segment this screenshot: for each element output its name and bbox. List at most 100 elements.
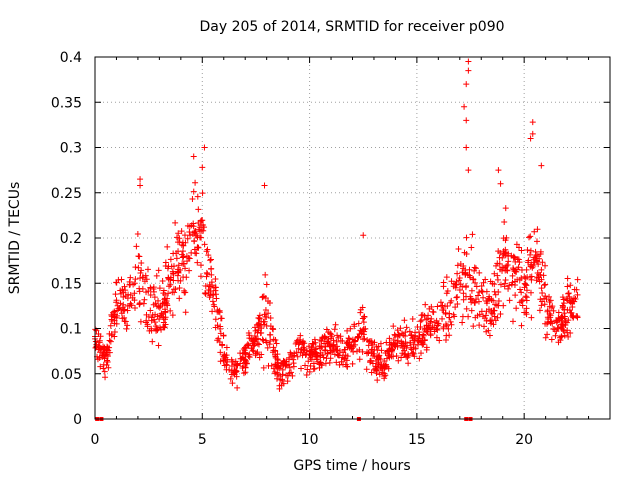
data-point xyxy=(442,321,449,328)
data-point xyxy=(511,282,518,289)
data-point xyxy=(217,349,224,356)
data-point xyxy=(518,289,525,296)
data-point xyxy=(266,331,273,338)
data-point xyxy=(169,312,176,319)
data-point xyxy=(131,305,138,312)
data-point xyxy=(188,249,195,256)
data-point xyxy=(327,330,334,337)
data-point xyxy=(290,360,297,367)
data-point xyxy=(558,333,565,340)
data-point xyxy=(97,346,104,353)
data-point xyxy=(167,274,174,281)
data-point xyxy=(356,346,363,353)
data-point xyxy=(180,260,187,267)
data-point xyxy=(523,282,530,289)
data-point xyxy=(191,238,198,245)
data-point xyxy=(460,262,467,269)
data-point xyxy=(367,338,374,345)
data-point xyxy=(510,265,517,272)
data-point xyxy=(308,344,315,351)
data-point xyxy=(208,271,215,278)
data-point xyxy=(483,298,490,305)
x-tick-label: 15 xyxy=(408,432,426,448)
data-point xyxy=(217,323,224,330)
data-point xyxy=(427,320,434,327)
data-point xyxy=(305,358,312,365)
data-point xyxy=(307,363,314,370)
data-point xyxy=(509,318,516,325)
x-tick-label: 10 xyxy=(301,432,319,448)
data-point xyxy=(162,309,169,316)
data-point xyxy=(368,348,375,355)
data-point xyxy=(176,295,183,302)
data-point xyxy=(281,358,288,365)
data-point xyxy=(548,336,555,343)
data-point xyxy=(267,315,274,322)
data-point xyxy=(357,309,364,316)
data-point xyxy=(348,345,355,352)
data-point xyxy=(335,352,342,359)
data-point xyxy=(150,301,157,308)
data-point xyxy=(277,372,284,379)
data-point xyxy=(474,312,481,319)
data-point xyxy=(190,188,197,195)
data-point xyxy=(207,257,214,264)
data-point xyxy=(94,356,101,363)
data-point xyxy=(492,301,499,308)
data-point xyxy=(492,291,499,298)
data-point xyxy=(476,269,483,276)
data-point xyxy=(234,384,241,391)
data-point xyxy=(265,310,272,317)
data-point xyxy=(416,329,423,336)
data-point xyxy=(293,349,300,356)
data-point xyxy=(344,340,351,347)
data-point xyxy=(468,244,475,251)
data-point xyxy=(201,241,208,248)
data-point xyxy=(117,290,124,297)
data-point xyxy=(304,366,311,373)
data-point xyxy=(311,336,318,343)
data-point xyxy=(107,338,114,345)
data-point xyxy=(128,302,135,309)
data-point xyxy=(444,302,451,309)
data-point xyxy=(452,281,459,288)
data-point xyxy=(109,318,116,325)
data-point xyxy=(531,254,538,261)
data-point xyxy=(333,347,340,354)
data-point xyxy=(111,308,118,315)
data-point xyxy=(167,307,174,314)
data-point xyxy=(114,302,121,309)
data-point xyxy=(219,341,226,348)
data-point xyxy=(538,285,545,292)
data-point xyxy=(169,270,176,277)
data-point xyxy=(272,336,279,343)
data-point xyxy=(512,292,519,299)
data-point xyxy=(269,349,276,356)
data-point xyxy=(317,359,324,366)
data-point xyxy=(106,337,113,344)
data-point xyxy=(482,276,489,283)
data-point xyxy=(184,258,191,265)
data-point xyxy=(262,295,269,301)
data-point xyxy=(527,251,534,258)
data-point xyxy=(217,315,224,322)
data-point xyxy=(254,349,261,356)
data-point xyxy=(181,232,188,239)
data-point xyxy=(186,228,193,235)
data-point xyxy=(564,297,571,304)
data-point xyxy=(284,372,291,379)
data-point xyxy=(471,264,478,271)
data-point xyxy=(499,254,506,261)
data-point xyxy=(453,278,460,285)
data-point xyxy=(473,296,480,303)
data-point xyxy=(222,356,229,363)
data-point xyxy=(363,366,370,373)
data-point xyxy=(375,343,382,350)
data-point xyxy=(141,296,148,303)
data-point xyxy=(417,318,424,325)
data-point xyxy=(256,341,263,348)
y-tick-label: 0.1 xyxy=(60,322,82,338)
data-point xyxy=(252,327,259,334)
data-point xyxy=(98,345,105,352)
data-point xyxy=(223,361,230,368)
